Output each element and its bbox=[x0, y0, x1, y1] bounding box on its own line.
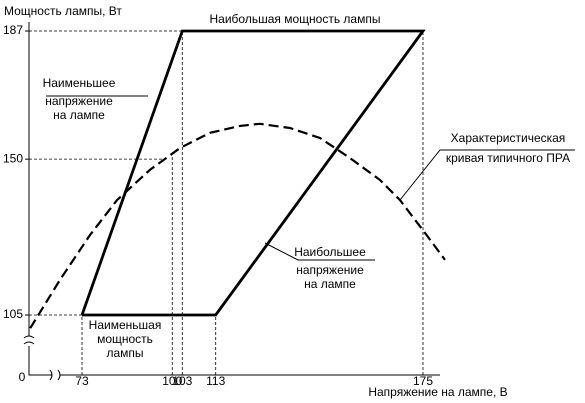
annotation: лампы bbox=[106, 346, 143, 360]
leader-line bbox=[264, 242, 375, 261]
y-tick-label: 150 bbox=[3, 151, 23, 165]
annotation: Наибольшее bbox=[294, 245, 366, 259]
leader-line bbox=[399, 149, 575, 201]
y-axis-title: Мощность лампы, Вт bbox=[4, 4, 122, 18]
annotation: на лампе bbox=[304, 277, 356, 291]
x-tick-label: 103 bbox=[172, 374, 192, 388]
annotation: Наименьшее bbox=[43, 76, 116, 90]
y-axis-break bbox=[23, 335, 35, 345]
y-tick-label: 187 bbox=[3, 23, 23, 37]
annotation: Наименьшая bbox=[89, 318, 162, 332]
x-tick-label: 100 bbox=[162, 374, 182, 388]
annotation: Характеристическая bbox=[451, 131, 566, 145]
annotation: на лампе bbox=[53, 108, 105, 122]
y-tick-label: 105 bbox=[3, 307, 23, 321]
chart-title: Наибольшая мощность лампы bbox=[210, 12, 381, 26]
axes bbox=[28, 22, 440, 376]
dashed-curve bbox=[29, 122, 446, 329]
annotation: напряжение bbox=[296, 263, 364, 277]
x-axis-title: Напряжение на лампе, В bbox=[368, 385, 507, 399]
annotation: мощность bbox=[97, 332, 153, 346]
boundary-line bbox=[80, 29, 426, 317]
x-tick-label: 113 bbox=[206, 374, 225, 388]
annotation: кривая типичного ПРА bbox=[446, 151, 570, 165]
x-tick-label: 175 bbox=[413, 374, 433, 388]
x-tick-label: 73 bbox=[75, 374, 89, 388]
origin-label: 0 bbox=[19, 370, 26, 384]
x-axis-break bbox=[49, 369, 61, 381]
annotation: напряжение bbox=[45, 94, 113, 108]
